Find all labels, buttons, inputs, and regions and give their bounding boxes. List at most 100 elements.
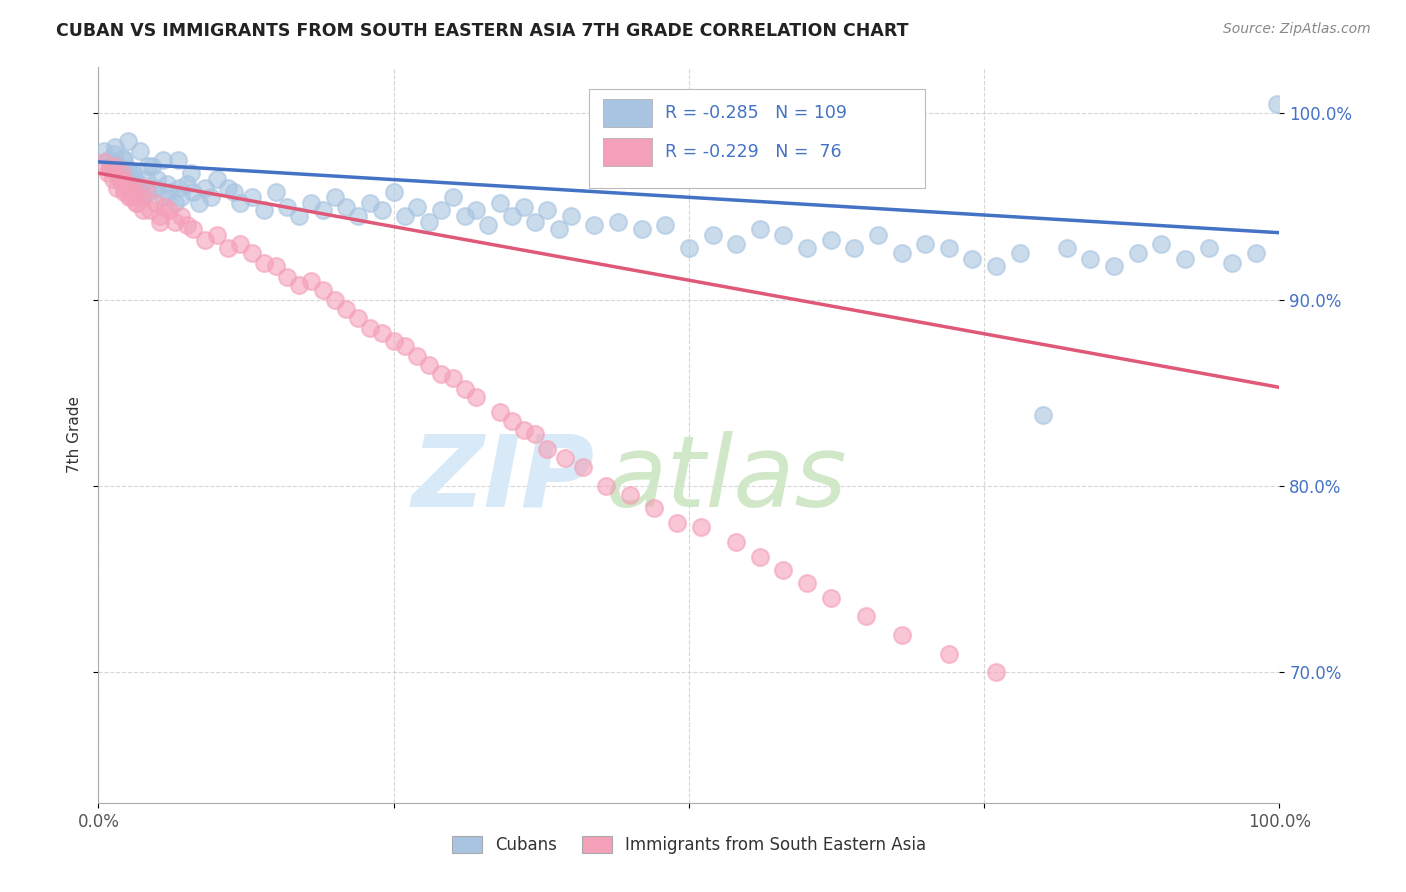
Point — [299, 195, 322, 210]
Point — [105, 166, 128, 180]
Point — [108, 171, 131, 186]
Point — [125, 185, 148, 199]
Point — [796, 241, 818, 255]
FancyBboxPatch shape — [603, 138, 652, 166]
Point — [105, 155, 128, 169]
Point — [772, 563, 794, 577]
Point — [406, 349, 429, 363]
Point — [371, 326, 394, 341]
Point — [120, 181, 142, 195]
Point — [187, 195, 209, 210]
Point — [441, 371, 464, 385]
Legend: Cubans, Immigrants from South Eastern Asia: Cubans, Immigrants from South Eastern As… — [444, 830, 934, 861]
Point — [276, 200, 298, 214]
Point — [430, 203, 453, 218]
Point — [465, 203, 488, 218]
Point — [217, 241, 239, 255]
Point — [820, 591, 842, 605]
Point — [167, 181, 190, 195]
Point — [121, 190, 143, 204]
Point — [264, 259, 287, 273]
Point — [524, 426, 547, 441]
Point — [153, 200, 176, 214]
Point — [152, 190, 174, 204]
Point — [914, 236, 936, 251]
Point — [1220, 255, 1243, 269]
Point — [595, 479, 617, 493]
Point — [512, 423, 534, 437]
Point — [1056, 241, 1078, 255]
Point — [121, 166, 143, 180]
Point — [122, 185, 145, 199]
Point — [477, 219, 499, 233]
Point — [453, 382, 475, 396]
Point — [146, 171, 169, 186]
Point — [855, 609, 877, 624]
Y-axis label: 7th Grade: 7th Grade — [67, 396, 83, 474]
Point — [181, 185, 204, 199]
Point — [101, 162, 124, 177]
Point — [176, 178, 198, 192]
Point — [702, 227, 724, 242]
Point — [1150, 236, 1173, 251]
Point — [725, 236, 748, 251]
Point — [229, 195, 252, 210]
Point — [101, 171, 124, 186]
Point — [136, 185, 159, 199]
Point — [103, 147, 125, 161]
Point — [121, 181, 143, 195]
Point — [323, 293, 346, 307]
Point — [108, 171, 131, 186]
Point — [110, 162, 132, 177]
Point — [489, 404, 512, 418]
Point — [143, 181, 166, 195]
Point — [149, 209, 172, 223]
Point — [141, 159, 163, 173]
Point — [104, 140, 127, 154]
Point — [1244, 246, 1267, 260]
Point — [524, 214, 547, 228]
Point — [1198, 241, 1220, 255]
Point — [299, 274, 322, 288]
Point — [312, 284, 335, 298]
Point — [112, 185, 135, 199]
Text: ZIP: ZIP — [412, 431, 595, 527]
Point — [465, 390, 488, 404]
Point — [224, 185, 246, 199]
Point — [725, 535, 748, 549]
Point — [117, 162, 139, 177]
Point — [501, 209, 523, 223]
Point — [371, 203, 394, 218]
Point — [128, 178, 150, 192]
Point — [512, 200, 534, 214]
Point — [115, 171, 138, 186]
Point — [253, 255, 276, 269]
Point — [111, 166, 134, 180]
Point — [1008, 246, 1031, 260]
Point — [501, 414, 523, 428]
Point — [394, 339, 416, 353]
Point — [112, 153, 135, 167]
Point — [105, 181, 128, 195]
Text: atlas: atlas — [606, 431, 848, 527]
Point — [689, 520, 711, 534]
Point — [127, 195, 149, 210]
Point — [772, 227, 794, 242]
Point — [117, 135, 139, 149]
Point — [170, 190, 193, 204]
Point — [217, 181, 239, 195]
Point — [323, 190, 346, 204]
Point — [335, 200, 357, 214]
Point — [347, 311, 370, 326]
Point — [748, 222, 770, 236]
Point — [1032, 409, 1054, 423]
Point — [748, 549, 770, 564]
Point — [125, 195, 148, 210]
Text: Source: ZipAtlas.com: Source: ZipAtlas.com — [1223, 22, 1371, 37]
Point — [382, 334, 405, 348]
Point — [240, 190, 263, 204]
Point — [165, 214, 187, 228]
Point — [98, 159, 121, 173]
Point — [129, 181, 152, 195]
Text: R = -0.229   N =  76: R = -0.229 N = 76 — [665, 144, 842, 161]
